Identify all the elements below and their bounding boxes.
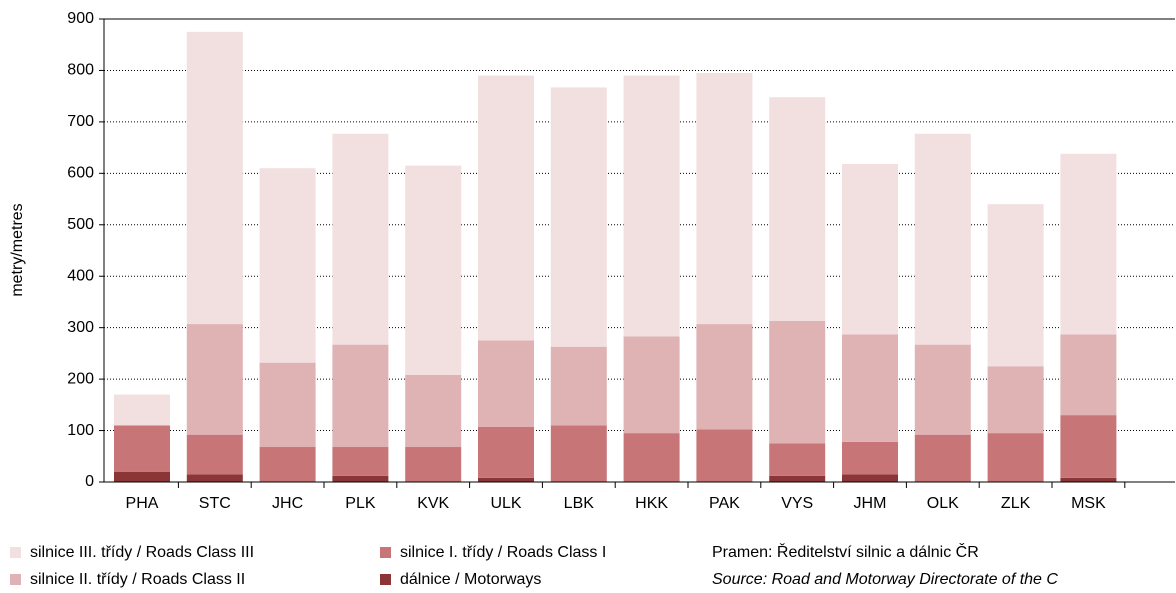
bar-segment: [550, 87, 607, 347]
x-tick-label: PAK: [709, 495, 740, 512]
x-tick-label: PLK: [345, 495, 376, 512]
legend-swatch: [10, 574, 21, 585]
bar-segment: [696, 73, 753, 325]
y-tick-label: 0: [85, 473, 94, 490]
legend-swatch: [380, 547, 391, 558]
y-tick-label: 600: [67, 165, 94, 182]
bar-segment: [550, 425, 607, 482]
legend-label: silnice II. třídy / Roads Class II: [30, 571, 245, 588]
bar-segment: [914, 344, 971, 435]
bar-segment: [186, 324, 243, 435]
bar-segment: [623, 336, 680, 434]
bar-segment: [332, 344, 389, 448]
legend-label: silnice I. třídy / Roads Class I: [400, 544, 606, 561]
x-tick-label: KVK: [417, 495, 449, 512]
bar-segment: [550, 346, 607, 426]
y-tick-label: 900: [67, 10, 94, 27]
bar-segment: [623, 75, 680, 337]
bar-segment: [987, 433, 1044, 482]
bar-segment: [478, 477, 534, 482]
bar-segment: [842, 164, 898, 335]
x-tick-label: JHC: [272, 495, 303, 512]
bar-segment: [1060, 153, 1117, 335]
legend-label: dálnice / Motorways: [400, 571, 541, 588]
x-tick-label: VYS: [781, 495, 813, 512]
bar-segment: [186, 474, 243, 482]
bar-segment: [259, 447, 316, 482]
y-tick-label: 200: [67, 370, 94, 387]
bar-segment: [259, 168, 316, 363]
bar-segment: [186, 434, 243, 475]
y-tick-label: 300: [67, 319, 94, 336]
bar-segment: [405, 374, 462, 448]
bar-segment: [696, 324, 753, 430]
bar-segment: [478, 426, 534, 478]
bar-segment: [332, 133, 389, 345]
x-tick-label: ULK: [490, 495, 521, 512]
bar-segment: [1060, 477, 1117, 482]
y-axis-label: metry/metres: [9, 203, 26, 296]
bar-segment: [769, 97, 826, 321]
bar-segment: [405, 165, 462, 375]
bar-segment: [478, 340, 534, 427]
y-tick-label: 800: [67, 62, 94, 79]
x-tick-label: JHM: [854, 495, 887, 512]
bar-segment: [769, 443, 826, 476]
x-tick-label: HKK: [635, 495, 668, 512]
legend-swatch: [380, 574, 391, 585]
bar-segment: [696, 429, 753, 482]
bar-segment: [914, 434, 971, 482]
bar-segment: [332, 475, 389, 482]
x-tick-label: LBK: [564, 495, 595, 512]
bar-segment: [914, 133, 971, 345]
y-tick-label: 700: [67, 113, 94, 130]
bar-segment: [405, 447, 462, 482]
bar-segment: [259, 362, 316, 448]
x-tick-label: PHA: [126, 495, 159, 512]
source-en: Source: Road and Motorway Directorate of…: [712, 571, 1058, 588]
bar-segment: [332, 447, 389, 476]
bar-segment: [769, 320, 826, 444]
legend-label: silnice III. třídy / Roads Class III: [30, 544, 254, 561]
bar-segment: [842, 441, 898, 475]
bar-segment: [769, 475, 826, 482]
x-tick-label: STC: [199, 495, 231, 512]
bar-segment: [987, 204, 1044, 367]
y-tick-label: 500: [67, 216, 94, 233]
x-tick-label: MSK: [1071, 495, 1106, 512]
bar-segment: [1060, 334, 1117, 416]
legend-swatch: [10, 547, 21, 558]
bar-segment: [842, 474, 898, 482]
x-tick-label: OLK: [927, 495, 959, 512]
bar-segment: [114, 425, 170, 472]
bar-segment: [842, 334, 898, 442]
source-cz: Pramen: Ředitelství silnic a dálnic ČR: [712, 542, 979, 561]
bar-segment: [114, 394, 170, 426]
bar-segment: [1060, 415, 1117, 478]
x-tick-label: ZLK: [1001, 495, 1031, 512]
bar-segment: [478, 75, 534, 341]
bar-segment: [114, 471, 170, 482]
bar-segment: [987, 366, 1044, 434]
bar-segment: [623, 433, 680, 482]
bar-segment: [186, 31, 243, 325]
y-tick-label: 100: [67, 422, 94, 439]
y-tick-label: 400: [67, 267, 94, 284]
